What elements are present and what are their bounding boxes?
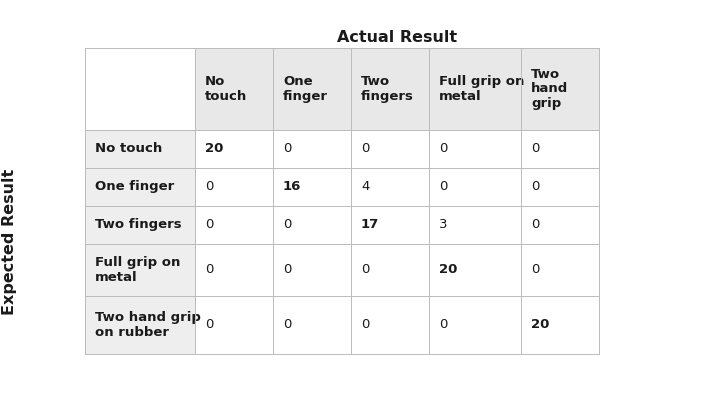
Text: One finger: One finger (95, 180, 174, 194)
Bar (351, 206, 429, 244)
Text: 0: 0 (531, 218, 539, 232)
Text: Two
fingers: Two fingers (361, 75, 414, 103)
Bar (85, 206, 195, 244)
Text: 0: 0 (361, 264, 369, 276)
Text: Two fingers: Two fingers (95, 218, 181, 232)
Bar (85, 168, 195, 206)
Text: 0: 0 (283, 318, 292, 332)
Text: 16: 16 (283, 180, 301, 194)
Text: 20: 20 (531, 318, 549, 332)
Bar (351, 168, 429, 206)
Text: 0: 0 (439, 142, 448, 156)
Bar (521, 244, 599, 296)
Text: 0: 0 (283, 218, 292, 232)
Text: 0: 0 (205, 318, 213, 332)
Text: 0: 0 (361, 142, 369, 156)
Text: Full grip on
metal: Full grip on metal (439, 75, 525, 103)
Text: Actual Result: Actual Result (337, 30, 457, 45)
Bar (521, 296, 599, 354)
Text: 0: 0 (283, 142, 292, 156)
Text: 0: 0 (205, 180, 213, 194)
Bar (195, 48, 599, 130)
Text: 0: 0 (439, 318, 448, 332)
Bar (273, 206, 351, 244)
Text: 20: 20 (205, 142, 223, 156)
Text: 0: 0 (205, 264, 213, 276)
Text: 0: 0 (439, 180, 448, 194)
Text: No
touch: No touch (205, 75, 247, 103)
Text: Full grip on
metal: Full grip on metal (95, 256, 180, 284)
Bar (429, 168, 521, 206)
Bar (195, 296, 273, 354)
Text: 0: 0 (531, 142, 539, 156)
Bar (521, 206, 599, 244)
Bar (521, 130, 599, 168)
Text: 3: 3 (439, 218, 448, 232)
Bar (273, 130, 351, 168)
Text: 4: 4 (361, 180, 369, 194)
Bar (195, 244, 273, 296)
Bar (351, 296, 429, 354)
Bar (85, 296, 195, 354)
Bar (429, 244, 521, 296)
Text: No touch: No touch (95, 142, 162, 156)
Bar (273, 296, 351, 354)
Text: 0: 0 (531, 180, 539, 194)
Text: 0: 0 (205, 218, 213, 232)
Bar (195, 168, 273, 206)
Bar (85, 244, 195, 296)
Bar (429, 296, 521, 354)
Bar (429, 206, 521, 244)
Bar (85, 130, 195, 168)
Bar (195, 130, 273, 168)
Text: 0: 0 (283, 264, 292, 276)
Bar (521, 168, 599, 206)
Text: 0: 0 (531, 264, 539, 276)
Text: 20: 20 (439, 264, 457, 276)
Bar (273, 244, 351, 296)
Text: 0: 0 (361, 318, 369, 332)
Bar (351, 130, 429, 168)
Bar (351, 244, 429, 296)
Bar (273, 168, 351, 206)
Text: 17: 17 (361, 218, 379, 232)
Text: Two hand grip
on rubber: Two hand grip on rubber (95, 311, 201, 339)
Text: Expected Result: Expected Result (3, 169, 18, 315)
Text: One
finger: One finger (283, 75, 328, 103)
Bar (429, 130, 521, 168)
Text: Two
hand
grip: Two hand grip (531, 68, 568, 110)
Bar (195, 206, 273, 244)
